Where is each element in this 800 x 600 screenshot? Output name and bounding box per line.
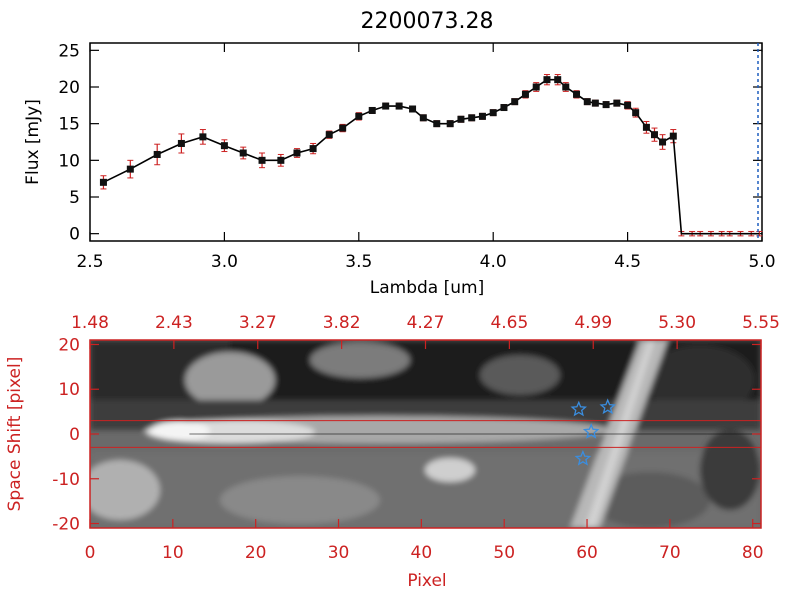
spectrum-point bbox=[511, 98, 519, 106]
spectrum-point bbox=[409, 105, 417, 113]
image-ticks: 0 10 20 30 40 50 60 70 80 1.48 2.43 3.27 3.82 4.27 4.6… bbox=[52, 313, 780, 563]
spectrum-point bbox=[500, 104, 508, 112]
image-top-tick-label: 1.48 bbox=[71, 313, 109, 333]
spectrum-point bbox=[325, 131, 333, 139]
spectrum-plot-frame bbox=[89, 42, 763, 242]
image-top-tick-label: 2.43 bbox=[155, 313, 193, 333]
image-x-tick-label: 10 bbox=[162, 543, 184, 563]
spectrum-point bbox=[239, 149, 247, 157]
spectrum-ticks: 2.5 3.0 3.5 4.0 4.5 5.0 0 5 10 15 20 25 bbox=[58, 41, 775, 272]
spectrum-point bbox=[258, 156, 266, 164]
spectrum-point bbox=[532, 83, 540, 91]
grayscale-image bbox=[90, 340, 761, 528]
image-y-tick-label: 10 bbox=[58, 380, 80, 400]
spectrum-point bbox=[602, 101, 610, 109]
spectrum-point bbox=[669, 132, 677, 140]
spectrum-x-tick-label: 2.5 bbox=[76, 252, 103, 272]
image-top-tick-label: 5.30 bbox=[658, 313, 696, 333]
spectrum-point bbox=[126, 165, 134, 173]
spectrum-point bbox=[355, 112, 363, 120]
spectrum-markers bbox=[99, 76, 677, 186]
spectrum-point bbox=[368, 106, 376, 114]
spectrum-point bbox=[543, 76, 551, 84]
spectrum-y-tick-label: 25 bbox=[58, 41, 80, 61]
image-top-tick-label: 3.27 bbox=[239, 313, 277, 333]
spectrum-point bbox=[562, 83, 570, 91]
spectrum-point bbox=[433, 120, 441, 128]
spectrum-point bbox=[642, 123, 650, 131]
image-y-tick-label: 0 bbox=[69, 425, 80, 445]
spectrum-line bbox=[103, 78, 760, 235]
spectrum-y-tick-label: 10 bbox=[58, 151, 80, 171]
spectrum-y-tick-label: 5 bbox=[69, 188, 80, 208]
spectrum-y-tick-label: 15 bbox=[58, 115, 80, 135]
spectrum-point bbox=[99, 178, 107, 186]
image-x-tick-label: 70 bbox=[659, 543, 681, 563]
image-top-tick-label: 5.55 bbox=[742, 313, 780, 333]
spectrum-point bbox=[583, 98, 591, 106]
spectrum-point bbox=[220, 142, 228, 150]
image-x-tick-label: 60 bbox=[576, 543, 598, 563]
spectrum-point bbox=[339, 124, 347, 132]
star-icon bbox=[574, 449, 592, 466]
spectrum-point bbox=[659, 138, 667, 146]
spectrum-point bbox=[293, 149, 301, 157]
spectrum-point bbox=[624, 101, 632, 109]
image-top-tick-label: 4.99 bbox=[574, 313, 612, 333]
spectrum-point bbox=[573, 90, 581, 98]
image-x-tick-label: 30 bbox=[328, 543, 350, 563]
image-x-tick-label: 50 bbox=[493, 543, 515, 563]
image-panel: 0 10 20 30 40 50 60 70 80 1.48 2.43 3.27 3.82 4.27 4.6… bbox=[5, 313, 780, 591]
spectrum-point bbox=[199, 133, 207, 141]
spectrum-point bbox=[309, 145, 317, 153]
star-icon bbox=[570, 400, 587, 417]
spectrum-point bbox=[153, 150, 161, 158]
spectrum-point bbox=[277, 156, 285, 164]
image-x-label: Pixel bbox=[407, 571, 446, 591]
image-x-tick-label: 40 bbox=[411, 543, 433, 563]
spectrum-point bbox=[446, 120, 454, 128]
spectrum-point bbox=[632, 109, 640, 117]
spectrum-point bbox=[395, 102, 403, 110]
star-icon bbox=[599, 398, 617, 415]
image-y-tick-label: -20 bbox=[52, 515, 80, 535]
spectrum-errorbars bbox=[100, 74, 763, 237]
spectrum-x-tick-label: 5.0 bbox=[748, 252, 775, 272]
spectrum-point bbox=[382, 102, 390, 110]
image-top-tick-label: 4.65 bbox=[490, 313, 528, 333]
spectrum-x-tick-label: 4.0 bbox=[480, 252, 507, 272]
image-y-tick-label: 20 bbox=[58, 335, 80, 355]
spectrum-y-tick-label: 20 bbox=[58, 78, 80, 98]
spectrum-y-label: Flux [mJy] bbox=[23, 99, 43, 185]
image-y-label: Space Shift [pixel] bbox=[5, 357, 25, 512]
spectrum-point bbox=[650, 131, 658, 139]
spectrum-x-tick-label: 3.0 bbox=[211, 252, 238, 272]
spectrum-point bbox=[177, 139, 185, 147]
spectrum-point bbox=[489, 109, 497, 117]
spectrum-point bbox=[554, 76, 562, 84]
image-x-tick-label: 20 bbox=[245, 543, 267, 563]
chart-title: 2200073.28 bbox=[361, 9, 494, 34]
image-y-tick-label: -10 bbox=[52, 470, 80, 490]
image-x-tick-label: 0 bbox=[85, 543, 96, 563]
spectrum-point bbox=[468, 114, 476, 122]
image-top-tick-label: 4.27 bbox=[407, 313, 445, 333]
source-markers bbox=[570, 398, 617, 466]
spectrum-x-tick-label: 4.5 bbox=[614, 252, 641, 272]
spectrum-x-tick-label: 3.5 bbox=[345, 252, 372, 272]
star-icon bbox=[582, 423, 600, 439]
spectrum-point bbox=[613, 99, 621, 107]
spectrum-x-label: Lambda [um] bbox=[370, 278, 484, 298]
spectrum-point bbox=[521, 90, 529, 98]
spectrum-y-tick-label: 0 bbox=[69, 225, 80, 245]
image-x-tick-label: 80 bbox=[742, 543, 764, 563]
spectrum-point bbox=[591, 99, 599, 107]
spectrum-panel: 2.5 3.0 3.5 4.0 4.5 5.0 0 5 10 15 20 25 Lambda [um]… bbox=[23, 41, 776, 298]
spectrum-point bbox=[478, 112, 486, 120]
spectrum-point bbox=[419, 114, 427, 122]
image-top-tick-label: 3.82 bbox=[323, 313, 361, 333]
spectrum-point bbox=[457, 115, 465, 123]
